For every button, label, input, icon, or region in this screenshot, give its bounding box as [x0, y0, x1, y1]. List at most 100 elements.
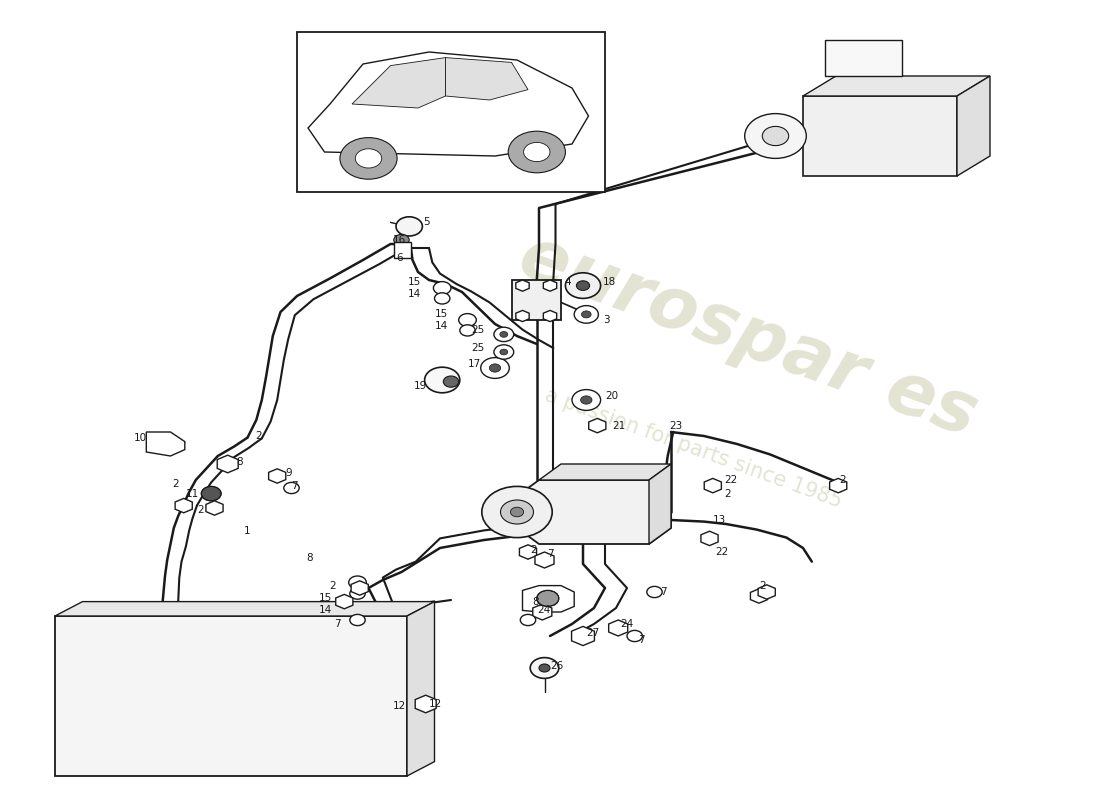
Polygon shape — [803, 76, 990, 96]
Circle shape — [350, 588, 365, 599]
Polygon shape — [701, 531, 718, 546]
Circle shape — [499, 349, 508, 355]
Text: 12: 12 — [429, 699, 442, 709]
Polygon shape — [217, 455, 239, 473]
Polygon shape — [516, 310, 529, 322]
Text: 27: 27 — [586, 628, 600, 638]
Text: 16: 16 — [393, 235, 406, 245]
Polygon shape — [543, 280, 557, 291]
Text: 26: 26 — [550, 661, 563, 670]
Circle shape — [565, 273, 601, 298]
Polygon shape — [206, 501, 223, 515]
Text: 7: 7 — [547, 549, 553, 558]
Circle shape — [524, 142, 550, 162]
Circle shape — [510, 507, 524, 517]
Text: 20: 20 — [605, 391, 618, 401]
Circle shape — [459, 314, 476, 326]
Text: 14: 14 — [319, 606, 332, 615]
Polygon shape — [535, 552, 554, 568]
Polygon shape — [517, 480, 671, 544]
Circle shape — [434, 293, 450, 304]
Text: 8: 8 — [306, 554, 312, 563]
Polygon shape — [750, 589, 768, 603]
Circle shape — [576, 281, 590, 290]
Circle shape — [443, 376, 459, 387]
Text: 2: 2 — [197, 505, 204, 514]
Text: 12: 12 — [393, 701, 406, 710]
Circle shape — [482, 486, 552, 538]
Bar — [394, 242, 411, 258]
Text: 17: 17 — [468, 359, 481, 369]
Polygon shape — [516, 280, 529, 291]
Circle shape — [394, 234, 409, 246]
Text: 24: 24 — [620, 619, 634, 629]
Circle shape — [508, 131, 565, 173]
Circle shape — [396, 217, 422, 236]
Circle shape — [284, 482, 299, 494]
Circle shape — [762, 126, 789, 146]
Circle shape — [745, 114, 806, 158]
Text: 2: 2 — [759, 582, 766, 591]
Circle shape — [520, 614, 536, 626]
Text: 2: 2 — [329, 581, 336, 590]
Text: 7: 7 — [292, 482, 298, 491]
Polygon shape — [55, 602, 435, 616]
Polygon shape — [758, 585, 776, 599]
Circle shape — [490, 364, 500, 372]
Text: 23: 23 — [669, 421, 682, 430]
Text: 8: 8 — [532, 598, 539, 607]
Text: 15: 15 — [319, 593, 332, 602]
Polygon shape — [175, 498, 192, 513]
Text: 25: 25 — [471, 325, 484, 334]
Text: 6: 6 — [396, 253, 403, 262]
Text: a passion for parts since 1985: a passion for parts since 1985 — [541, 385, 845, 511]
Text: 13: 13 — [713, 515, 726, 525]
Circle shape — [340, 138, 397, 179]
Text: 2: 2 — [724, 490, 730, 499]
Text: 2: 2 — [173, 479, 179, 489]
Circle shape — [581, 396, 592, 404]
Polygon shape — [336, 594, 353, 609]
Polygon shape — [519, 545, 537, 559]
Polygon shape — [55, 616, 407, 776]
Circle shape — [500, 500, 534, 524]
Polygon shape — [146, 432, 185, 456]
Polygon shape — [829, 478, 847, 493]
Polygon shape — [522, 586, 574, 612]
Circle shape — [537, 590, 559, 606]
Polygon shape — [588, 418, 606, 433]
Polygon shape — [352, 58, 446, 108]
Text: 5: 5 — [424, 218, 430, 227]
Circle shape — [530, 658, 559, 678]
Text: 10: 10 — [134, 434, 147, 443]
Text: 15: 15 — [408, 278, 421, 287]
Polygon shape — [957, 76, 990, 176]
Polygon shape — [308, 52, 588, 156]
Text: 4: 4 — [564, 277, 571, 286]
Polygon shape — [608, 620, 628, 636]
Polygon shape — [415, 695, 437, 713]
Text: 1: 1 — [244, 526, 251, 536]
Text: 15: 15 — [434, 310, 448, 319]
Polygon shape — [407, 602, 434, 776]
Polygon shape — [649, 464, 671, 544]
Circle shape — [647, 586, 662, 598]
Circle shape — [460, 325, 475, 336]
Text: 2: 2 — [530, 546, 537, 555]
Circle shape — [349, 576, 366, 589]
Circle shape — [201, 486, 221, 501]
Text: 14: 14 — [408, 289, 421, 298]
Text: 22: 22 — [724, 475, 737, 485]
Text: 8: 8 — [236, 458, 243, 467]
Polygon shape — [351, 581, 369, 595]
Text: 19: 19 — [414, 381, 427, 390]
Bar — [512, 280, 561, 320]
Bar — [297, 32, 605, 192]
Text: 2: 2 — [839, 475, 846, 485]
Polygon shape — [704, 478, 722, 493]
Text: eurospar es: eurospar es — [509, 221, 987, 451]
Text: 22: 22 — [715, 547, 728, 557]
Circle shape — [627, 630, 642, 642]
Polygon shape — [572, 626, 594, 646]
Circle shape — [425, 367, 460, 393]
